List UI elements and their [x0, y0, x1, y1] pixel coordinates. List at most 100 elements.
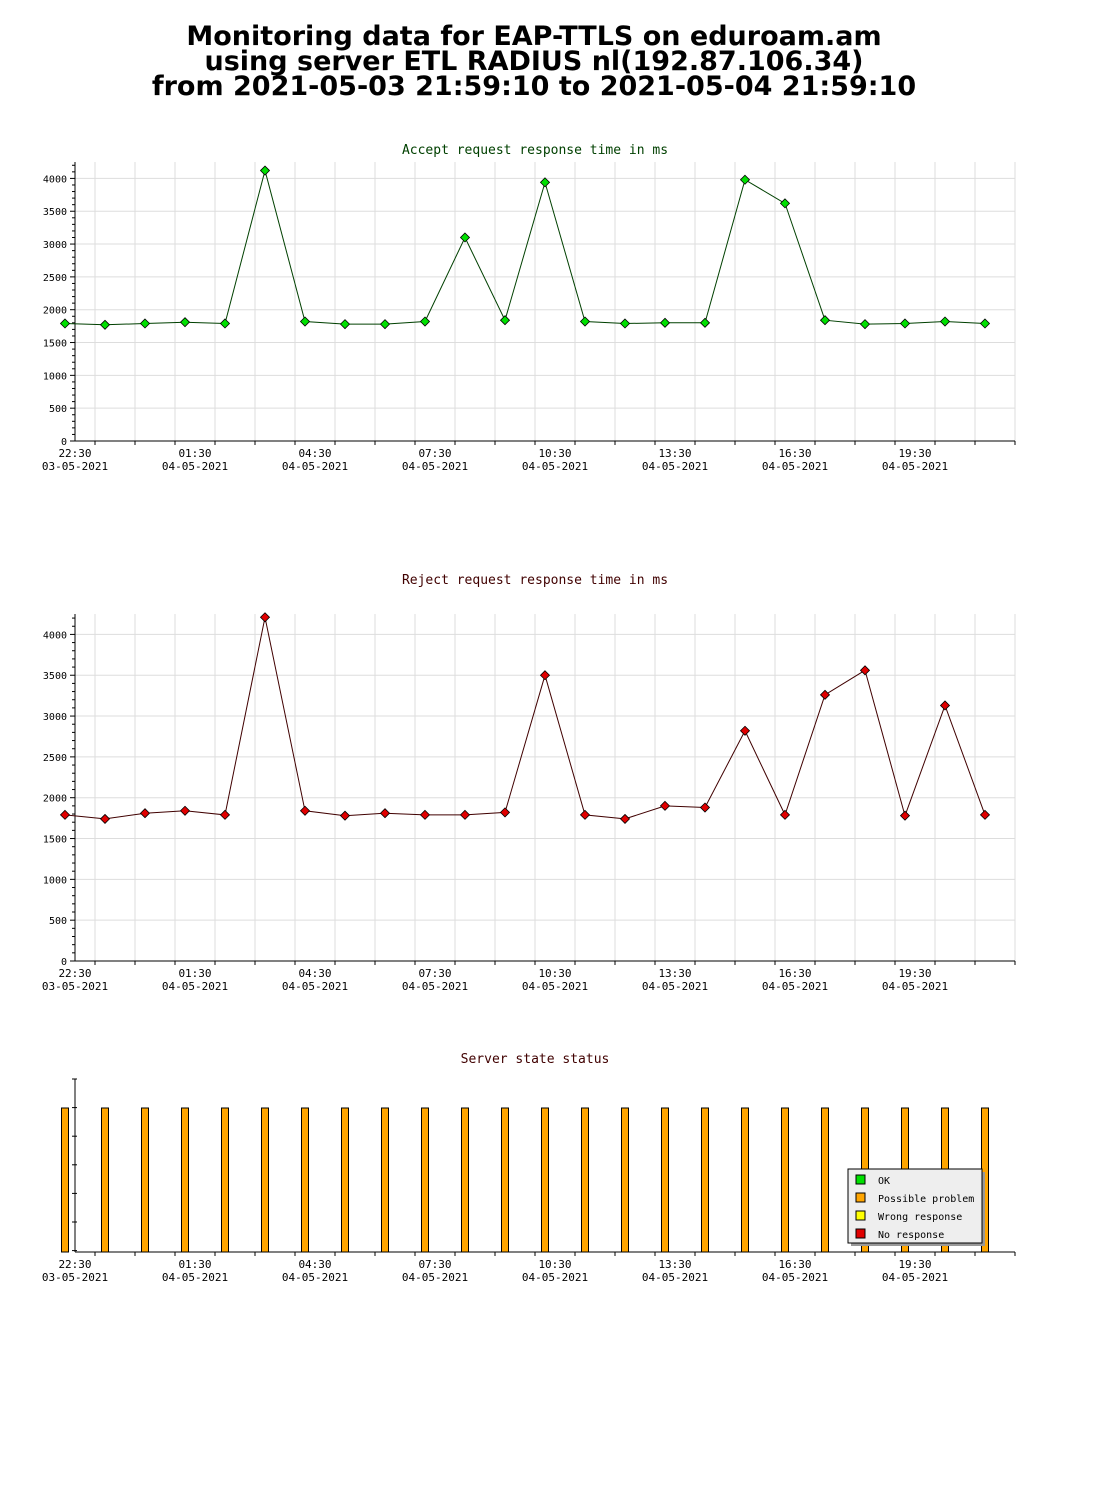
x-tick-label-time: 04:30 — [298, 1258, 331, 1271]
data-point — [979, 318, 991, 329]
x-tick-label-time: 13:30 — [658, 447, 691, 460]
x-tick-label-time: 04:30 — [298, 967, 331, 980]
status-bar — [741, 1107, 749, 1253]
data-point — [699, 802, 711, 813]
status-bar — [781, 1107, 789, 1253]
data-point — [379, 808, 391, 819]
x-tick-label-date: 04-05-2021 — [402, 1271, 468, 1284]
legend-swatch — [855, 1210, 866, 1221]
data-point — [859, 319, 871, 330]
x-tick-label-date: 04-05-2021 — [522, 460, 588, 473]
chart-title: Server state status — [461, 1052, 610, 1067]
y-tick-label: 3000 — [43, 712, 67, 723]
x-tick-label-date: 04-05-2021 — [162, 1271, 228, 1284]
chart-panel-0: Accept request response time in ms 0 500 10… — [42, 143, 1016, 473]
x-tick-label-time: 04:30 — [298, 447, 331, 460]
y-tick-label: 1000 — [43, 875, 67, 886]
x-tick-label-time: 16:30 — [778, 967, 811, 980]
chart-panel-2: Server state status22:3003-05-202101:300… — [42, 1052, 1016, 1284]
x-tick-label-time: 07:30 — [418, 967, 451, 980]
data-point — [659, 800, 671, 811]
x-tick-label-date: 04-05-2021 — [282, 1271, 348, 1284]
series-line — [64, 168, 986, 326]
y-tick-label: 1500 — [43, 339, 67, 350]
x-tick-label-date: 04-05-2021 — [882, 980, 948, 993]
data-point — [499, 807, 511, 818]
status-bar — [221, 1107, 229, 1253]
x-tick-label-date: 04-05-2021 — [522, 980, 588, 993]
data-point — [459, 809, 471, 820]
x-tick-label-date: 04-05-2021 — [642, 980, 708, 993]
data-point — [539, 177, 551, 188]
x-tick-label-date: 03-05-2021 — [42, 980, 108, 993]
data-point — [819, 315, 831, 326]
data-point — [979, 809, 991, 820]
y-tick-label: 500 — [49, 404, 67, 415]
x-tick-label-time: 19:30 — [898, 1258, 931, 1271]
status-bar — [661, 1107, 669, 1253]
data-point — [259, 612, 271, 623]
status-bar — [301, 1107, 309, 1253]
data-point — [939, 316, 951, 327]
status-bar — [701, 1107, 709, 1253]
status-bar — [381, 1107, 389, 1253]
x-tick-label-date: 04-05-2021 — [162, 980, 228, 993]
x-tick-label-time: 13:30 — [658, 1258, 691, 1271]
x-tick-label-date: 04-05-2021 — [762, 980, 828, 993]
x-tick-label-time: 16:30 — [778, 447, 811, 460]
x-tick-label-time: 16:30 — [778, 1258, 811, 1271]
page-title-line-3: from 2021-05-03 21:59:10 to 2021-05-04 2… — [151, 71, 917, 102]
data-point — [899, 318, 911, 329]
y-tick-label: 3500 — [43, 207, 67, 218]
y-tick-label: 4000 — [43, 630, 67, 641]
data-point — [859, 665, 871, 676]
y-tick-label: 2500 — [43, 753, 67, 764]
series-line — [64, 617, 986, 820]
data-point — [819, 689, 831, 700]
status-bar — [581, 1107, 589, 1253]
data-point — [419, 316, 431, 327]
x-tick-label-time: 07:30 — [418, 1258, 451, 1271]
data-point — [99, 319, 111, 330]
x-tick-label-date: 04-05-2021 — [642, 1271, 708, 1284]
data-point — [579, 809, 591, 820]
data-point — [619, 813, 631, 824]
x-tick-label-time: 01:30 — [178, 967, 211, 980]
x-tick-label-time: 10:30 — [538, 1258, 571, 1271]
y-tick-label: 0 — [61, 437, 67, 448]
data-point — [739, 174, 751, 185]
status-bar — [141, 1107, 149, 1253]
legend-label: No response — [878, 1230, 944, 1241]
x-tick-label-time: 19:30 — [898, 967, 931, 980]
y-tick-label: 2000 — [43, 794, 67, 805]
data-point — [659, 317, 671, 328]
y-tick-label: 0 — [61, 957, 67, 968]
data-point — [219, 809, 231, 820]
status-bar — [181, 1107, 189, 1253]
page-title: Monitoring data for EAP-TTLS on eduroam.… — [0, 23, 1068, 102]
data-point — [219, 318, 231, 329]
legend-label: Wrong response — [878, 1212, 962, 1223]
x-tick-label-date: 04-05-2021 — [402, 460, 468, 473]
status-bar — [261, 1107, 269, 1253]
legend-swatch — [855, 1192, 866, 1203]
y-tick-label: 1000 — [43, 371, 67, 382]
legend-swatch — [855, 1174, 866, 1185]
data-point — [99, 813, 111, 824]
x-tick-label-date: 04-05-2021 — [402, 980, 468, 993]
data-point — [419, 809, 431, 820]
data-point — [339, 319, 351, 330]
y-tick-label: 2000 — [43, 306, 67, 317]
legend-box — [847, 1168, 983, 1244]
status-bar — [501, 1107, 509, 1253]
x-tick-label-date: 04-05-2021 — [762, 1271, 828, 1284]
x-tick-label-time: 22:30 — [58, 1258, 91, 1271]
status-bar — [101, 1107, 109, 1253]
data-point — [379, 319, 391, 330]
x-tick-label-time: 22:30 — [58, 967, 91, 980]
data-point — [699, 317, 711, 328]
x-tick-label-date: 04-05-2021 — [762, 460, 828, 473]
status-bar — [461, 1107, 469, 1253]
data-point — [299, 316, 311, 327]
data-point — [499, 315, 511, 326]
